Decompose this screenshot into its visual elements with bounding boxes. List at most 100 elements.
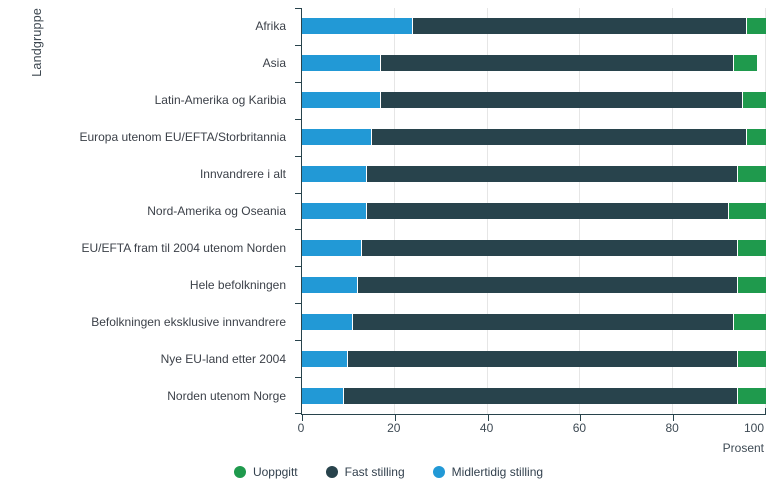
bar-segment-fast-stilling[interactable] bbox=[362, 239, 739, 256]
y-axis-tick bbox=[295, 118, 301, 120]
bar-segment-midlertidig-stilling[interactable] bbox=[302, 276, 358, 293]
stacked-bar bbox=[302, 166, 766, 183]
legend-item-uoppgitt[interactable]: Uoppgitt bbox=[233, 465, 298, 479]
bar-row bbox=[302, 193, 766, 230]
category-label: Hele befolkningen bbox=[189, 277, 286, 292]
bar-segment-uoppgitt[interactable] bbox=[738, 166, 766, 183]
bar-segment-midlertidig-stilling[interactable] bbox=[302, 55, 381, 72]
y-axis-tick bbox=[295, 340, 301, 342]
bar-segment-fast-stilling[interactable] bbox=[366, 202, 729, 219]
category-label: EU/EFTA fram til 2004 utenom Norden bbox=[81, 240, 286, 255]
stacked-bar bbox=[302, 350, 766, 367]
bar-segment-fast-stilling[interactable] bbox=[353, 313, 734, 330]
category-label: Nye EU-land etter 2004 bbox=[160, 351, 286, 366]
category-label: Innvandrere i alt bbox=[199, 167, 286, 182]
stacked-bar bbox=[302, 55, 766, 72]
y-axis-tick bbox=[295, 192, 301, 194]
bar-row bbox=[302, 340, 766, 377]
bar-segment-midlertidig-stilling[interactable] bbox=[302, 387, 344, 404]
legend-item-fast-stilling[interactable]: Fast stilling bbox=[325, 465, 405, 479]
bar-segment-fast-stilling[interactable] bbox=[371, 129, 748, 146]
legend-label: Fast stilling bbox=[344, 465, 405, 479]
legend-dot-midlertidig-stilling-icon bbox=[432, 466, 445, 478]
bar-segment-midlertidig-stilling[interactable] bbox=[302, 202, 367, 219]
bar-segment-uoppgitt[interactable] bbox=[747, 129, 766, 146]
bar-segment-fast-stilling[interactable] bbox=[413, 18, 748, 35]
y-axis-tick bbox=[295, 44, 301, 46]
bar-segment-fast-stilling[interactable] bbox=[343, 387, 739, 404]
bar-segment-uoppgitt[interactable] bbox=[742, 92, 766, 109]
y-axis-tick bbox=[295, 303, 301, 305]
x-axis-tick bbox=[394, 415, 396, 421]
bar-segment-uoppgitt[interactable] bbox=[733, 55, 757, 72]
plot-area bbox=[295, 8, 766, 421]
bar-segment-midlertidig-stilling[interactable] bbox=[302, 350, 349, 367]
bar-segment-fast-stilling[interactable] bbox=[357, 276, 739, 293]
bar-segment-uoppgitt[interactable] bbox=[738, 350, 766, 367]
category-label: Nord-Amerika og Oseania bbox=[147, 203, 286, 218]
bar-row bbox=[302, 266, 766, 303]
category-label: Afrika bbox=[255, 19, 286, 34]
legend-item-midlertidig-stilling[interactable]: Midlertidig stilling bbox=[432, 465, 544, 479]
legend-label: Uoppgitt bbox=[252, 465, 298, 479]
bar-segment-uoppgitt[interactable] bbox=[738, 239, 766, 256]
bar-segment-uoppgitt[interactable] bbox=[733, 313, 766, 330]
stacked-bar bbox=[302, 239, 766, 256]
bar-row bbox=[302, 377, 766, 414]
bar-segment-uoppgitt[interactable] bbox=[747, 18, 766, 35]
bar-row bbox=[302, 45, 766, 82]
x-axis-tick bbox=[673, 415, 675, 421]
y-axis-tick bbox=[295, 155, 301, 157]
category-label: Norden utenom Norge bbox=[167, 388, 286, 403]
stacked-bar bbox=[302, 387, 766, 404]
y-axis-tick bbox=[295, 229, 301, 231]
y-axis-tick bbox=[295, 377, 301, 379]
x-tick-label: 20 bbox=[387, 421, 401, 435]
x-tick-label: 40 bbox=[479, 421, 494, 435]
category-label: Asia bbox=[262, 56, 286, 71]
legend-dot-fast-stilling-icon bbox=[325, 466, 338, 478]
bar-segment-midlertidig-stilling[interactable] bbox=[302, 313, 354, 330]
x-axis-end-tick bbox=[765, 408, 766, 414]
y-axis-tick bbox=[295, 81, 301, 83]
x-axis-tick bbox=[487, 415, 489, 421]
category-label: Europa utenom EU/EFTA/Storbritannia bbox=[79, 130, 286, 145]
bar-segment-midlertidig-stilling[interactable] bbox=[302, 92, 381, 109]
bar-segment-fast-stilling[interactable] bbox=[348, 350, 739, 367]
stacked-bar bbox=[302, 129, 766, 146]
stacked-bar bbox=[302, 202, 766, 219]
x-axis-tick bbox=[580, 415, 582, 421]
bar-rows bbox=[302, 8, 766, 414]
bar-row bbox=[302, 229, 766, 266]
bar-segment-fast-stilling[interactable] bbox=[380, 55, 734, 72]
stacked-bar bbox=[302, 313, 766, 330]
y-axis-tick bbox=[295, 8, 301, 9]
bar-segment-uoppgitt[interactable] bbox=[728, 202, 766, 219]
bar-segment-uoppgitt[interactable] bbox=[738, 387, 766, 404]
y-axis-tick bbox=[295, 413, 301, 414]
bar-segment-midlertidig-stilling[interactable] bbox=[302, 18, 414, 35]
legend-dot-uoppgitt-icon bbox=[233, 466, 246, 478]
bar-segment-fast-stilling[interactable] bbox=[380, 92, 743, 109]
stacked-bar bbox=[302, 92, 766, 109]
bar-segment-midlertidig-stilling[interactable] bbox=[302, 166, 367, 183]
bar-row bbox=[302, 82, 766, 119]
x-axis-title: Prosent bbox=[722, 441, 764, 455]
bar-row bbox=[302, 8, 766, 45]
x-tick-label: 80 bbox=[665, 421, 679, 435]
bar-row bbox=[302, 119, 766, 156]
bar-segment-midlertidig-stilling[interactable] bbox=[302, 129, 372, 146]
x-tick-label: 100 bbox=[743, 421, 764, 435]
category-label: Latin-Amerika og Karibia bbox=[154, 93, 286, 108]
category-label: Befolkningen eksklusive innvandrere bbox=[91, 314, 286, 329]
stacked-bar bbox=[302, 276, 766, 293]
category-axis-labels: Afrika Asia Latin-Amerika og Karibia Europa… bbox=[0, 8, 294, 414]
stacked-bar bbox=[302, 18, 766, 35]
bar-segment-fast-stilling[interactable] bbox=[366, 166, 739, 183]
x-axis-tick bbox=[302, 415, 303, 421]
x-tick-label: 60 bbox=[572, 421, 587, 435]
legend-label: Midlertidig stilling bbox=[451, 465, 544, 479]
bar-segment-midlertidig-stilling[interactable] bbox=[302, 239, 363, 256]
bar-segment-uoppgitt[interactable] bbox=[738, 276, 766, 293]
